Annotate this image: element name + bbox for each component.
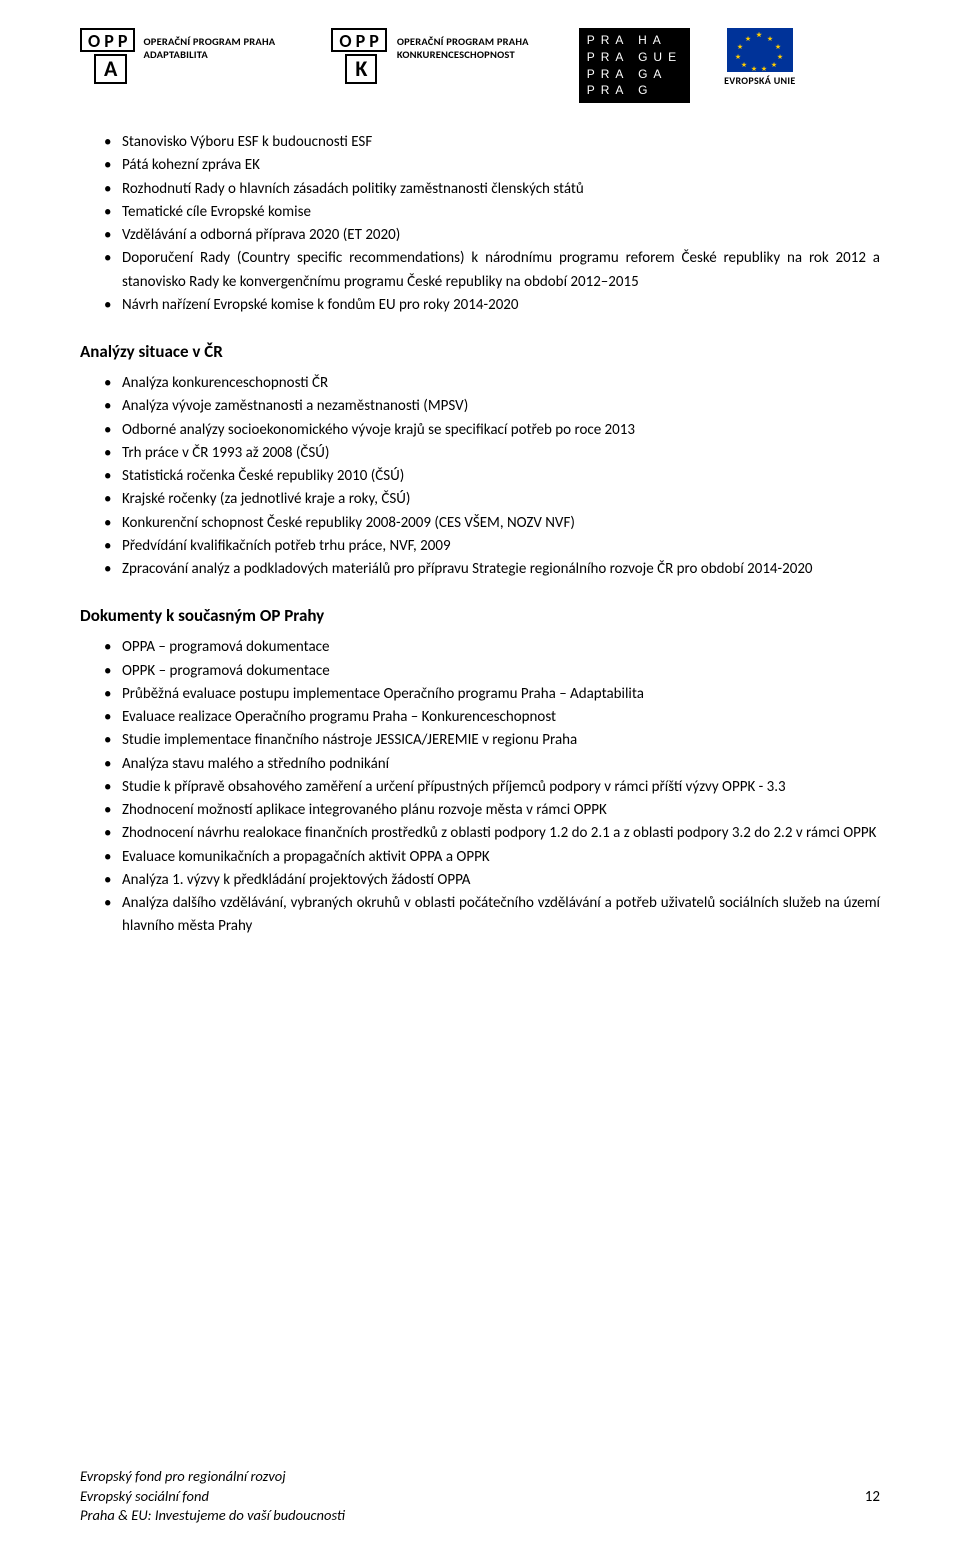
list-item: Analýza 1. výzvy k předkládání projektov… [104,869,880,892]
oppk-logo-mark: O P P K [331,28,386,84]
list-item: Krajské ročenky (za jednotlivé kraje a r… [104,488,880,511]
footer-line-1: Evropský fond pro regionální rozvoj [80,1467,880,1487]
header-logos: O P P A OPERAČNÍ PROGRAM PRAHA ADAPTABIL… [80,28,880,103]
list-item: Stanovisko Výboru ESF k budoucnosti ESF [104,131,880,154]
list-item: Analýza vývoje zaměstnanosti a nezaměstn… [104,395,880,418]
oppk-logo-top: O P P [331,28,386,52]
list-item: Konkurenční schopnost České republiky 20… [104,512,880,535]
list-item: Studie implementace finančního nástroje … [104,729,880,752]
list-item: Evaluace realizace Operačního programu P… [104,706,880,729]
list-item: Studie k přípravě obsahového zaměření a … [104,776,880,799]
prague-line-3: PRA GA [587,66,682,83]
list-item: Průběžná evaluace postupu implementace O… [104,683,880,706]
prague-line-2: PRA GUE [587,49,682,66]
list-item: Evaluace komunikačních a propagačních ak… [104,846,880,869]
list-item: Analýza stavu malého a středního podniká… [104,753,880,776]
oppk-logo-bottom: K [345,54,377,84]
list-item: Předvídání kvalifikačních potřeb trhu pr… [104,535,880,558]
logo-eu: ★ ★ ★ ★ ★ ★ ★ ★ ★ ★ ★ ★ EVROPSKÁ UNIE [724,28,795,87]
list-item: Vzdělávání a odborná příprava 2020 (ET 2… [104,224,880,247]
oppa-logo-bottom: A [94,54,127,84]
list-item: Trh práce v ČR 1993 až 2008 (ČSÚ) [104,442,880,465]
oppa-logo-label: OPERAČNÍ PROGRAM PRAHA ADAPTABILITA [143,28,275,61]
footer-line-2: Evropský sociální fond [80,1487,880,1507]
list-item: Analýza dalšího vzdělávání, vybraných ok… [104,892,880,939]
list-item: Odborné analýzy socioekonomického vývoje… [104,419,880,442]
list-item: OPPK – programová dokumentace [104,660,880,683]
logo-oppk: O P P K OPERAČNÍ PROGRAM PRAHA KONKURENC… [331,28,528,84]
section3-title: Dokumenty k současným OP Prahy [80,605,880,626]
logo-prague: PRA HA PRA GUE PRA GA PRA G [579,28,690,103]
oppa-label-line1: OPERAČNÍ PROGRAM PRAHA [143,36,275,49]
oppa-label-line2: ADAPTABILITA [143,49,275,62]
footer: Evropský fond pro regionální rozvoj Evro… [80,1467,880,1526]
logo-oppa: O P P A OPERAČNÍ PROGRAM PRAHA ADAPTABIL… [80,28,275,84]
section3-list: OPPA – programová dokumentace OPPK – pro… [80,636,880,938]
list-item: Zhodnocení návrhu realokace finančních p… [104,822,880,845]
list-item: Návrh nařízení Evropské komise k fondům … [104,294,880,317]
oppa-logo-mark: O P P A [80,28,135,84]
list-item: Zpracování analýz a podkladových materiá… [104,558,880,581]
oppk-label-line2: KONKURENCESCHOPNOST [397,49,529,62]
list-item: Tematické cíle Evropské komise [104,201,880,224]
eu-flag-icon: ★ ★ ★ ★ ★ ★ ★ ★ ★ ★ ★ ★ [727,28,793,72]
oppa-logo-top: O P P [80,28,135,52]
document-page: O P P A OPERAČNÍ PROGRAM PRAHA ADAPTABIL… [0,0,960,1562]
list-item: OPPA – programová dokumentace [104,636,880,659]
list-item: Analýza konkurenceschopnosti ČR [104,372,880,395]
prague-line-4: PRA G [587,82,682,99]
list-item: Doporučení Rady (Country specific recomm… [104,247,880,294]
oppk-logo-label: OPERAČNÍ PROGRAM PRAHA KONKURENCESCHOPNO… [397,28,529,61]
section2-list: Analýza konkurenceschopnosti ČR Analýza … [80,372,880,581]
list-item: Zhodnocení možností aplikace integrované… [104,799,880,822]
list-item: Rozhodnutí Rady o hlavních zásadách poli… [104,178,880,201]
oppk-label-line1: OPERAČNÍ PROGRAM PRAHA [397,36,529,49]
eu-label: EVROPSKÁ UNIE [724,74,795,87]
section1-list: Stanovisko Výboru ESF k budoucnosti ESF … [80,131,880,317]
footer-line-3: Praha & EU: Investujeme do vaší budoucno… [80,1506,880,1526]
prague-line-1: PRA HA [587,32,682,49]
list-item: Statistická ročenka České republiky 2010… [104,465,880,488]
list-item: Pátá kohezní zpráva EK [104,154,880,177]
section2-title: Analýzy situace v ČR [80,341,880,362]
